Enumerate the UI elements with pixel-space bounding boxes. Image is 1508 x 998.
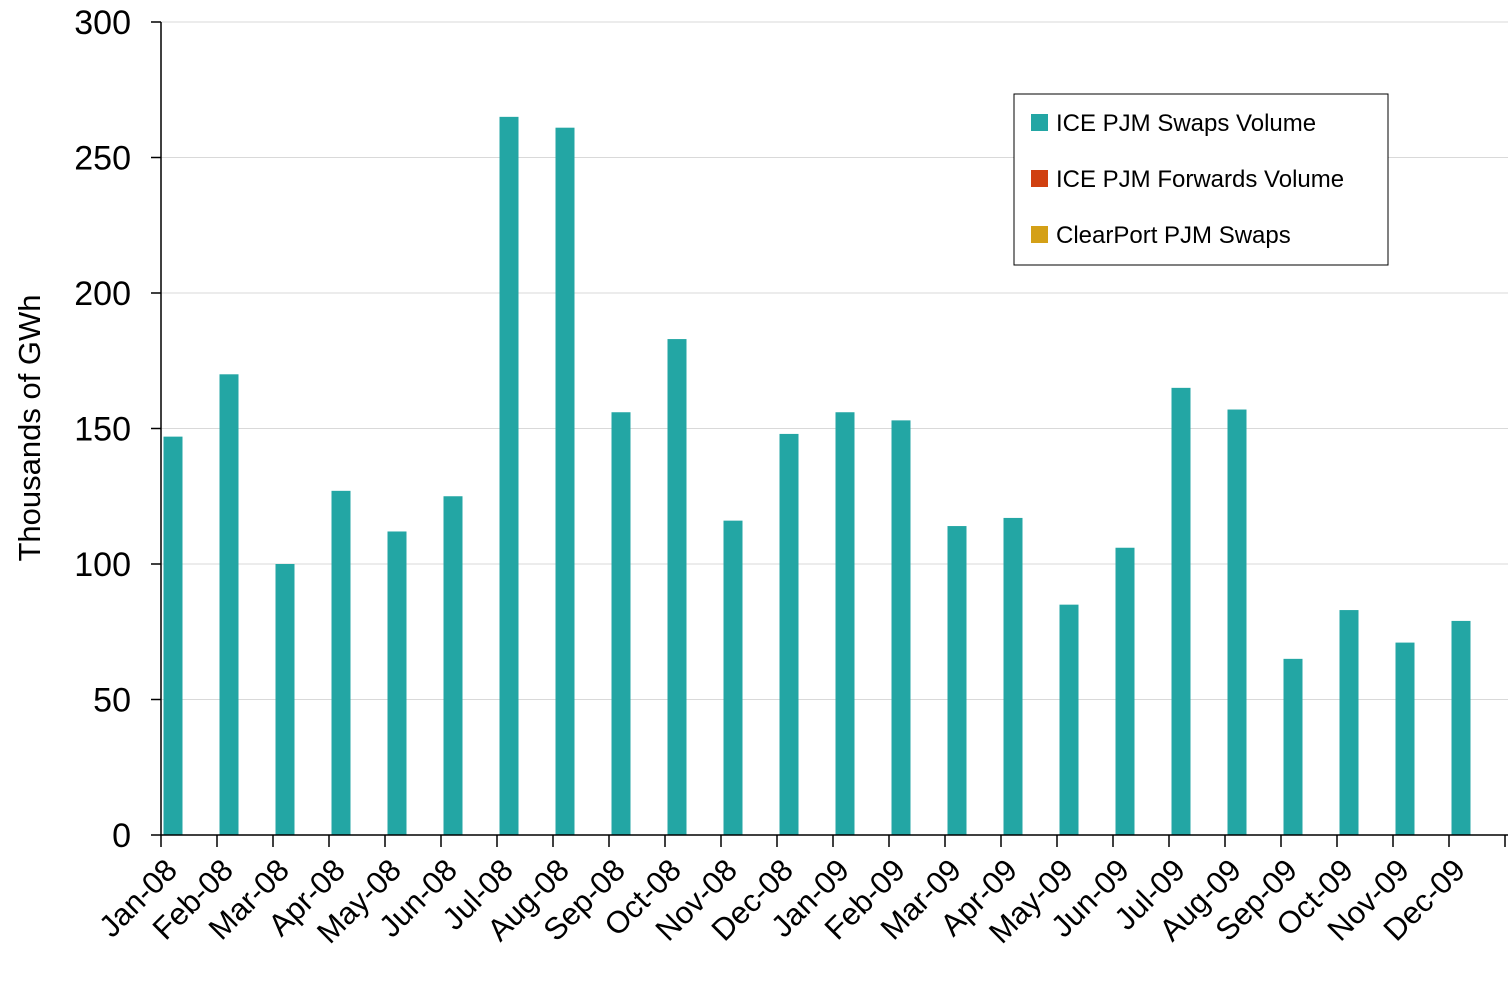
bar xyxy=(1115,547,1135,835)
bar xyxy=(779,433,799,835)
bar xyxy=(219,374,239,835)
bar xyxy=(275,564,295,835)
bar xyxy=(1451,620,1471,835)
x-tick-labels: Jan-08Feb-08Mar-08Apr-08May-08Jun-08Jul-… xyxy=(92,852,1472,950)
legend-swatch xyxy=(1031,114,1048,131)
bar xyxy=(555,127,575,835)
bar xyxy=(387,531,407,835)
y-axis-title: Thousands of GWh xyxy=(12,294,47,561)
legend-swatch xyxy=(1031,226,1048,243)
bar xyxy=(1059,604,1079,835)
legend-swatch xyxy=(1031,170,1048,187)
bars xyxy=(163,116,1471,836)
bar xyxy=(443,496,463,835)
axes xyxy=(151,21,1508,847)
bar xyxy=(1171,387,1191,835)
bar xyxy=(947,526,967,835)
y-tick-label: 200 xyxy=(74,275,131,313)
bar xyxy=(1339,610,1359,835)
bar xyxy=(891,420,911,835)
bar xyxy=(331,490,351,835)
bar xyxy=(1227,409,1247,835)
y-tick-label: 0 xyxy=(112,817,131,855)
bar xyxy=(611,412,631,835)
bar xyxy=(499,116,519,836)
legend-box xyxy=(1013,93,1389,266)
y-tick-label: 50 xyxy=(93,682,131,720)
bar xyxy=(1003,517,1023,835)
y-tick-label: 250 xyxy=(74,140,131,178)
bar xyxy=(163,436,183,835)
bar xyxy=(723,520,743,835)
legend-label: ClearPort PJM Swaps xyxy=(1056,222,1291,249)
bar xyxy=(1283,658,1303,835)
bar xyxy=(835,412,855,835)
y-tick-label: 150 xyxy=(74,411,131,449)
legend-label: ICE PJM Swaps Volume xyxy=(1056,110,1316,137)
bar xyxy=(1395,642,1415,835)
bar xyxy=(667,339,687,835)
legend: ICE PJM Swaps Volume ICE PJM Forwards Vol… xyxy=(1013,93,1389,266)
y-tick-label: 300 xyxy=(74,4,131,42)
y-tick-label: 100 xyxy=(74,546,131,584)
y-tick-labels: 0 50 100 150 200 250 300 xyxy=(74,4,131,855)
legend-label: ICE PJM Forwards Volume xyxy=(1056,166,1344,193)
